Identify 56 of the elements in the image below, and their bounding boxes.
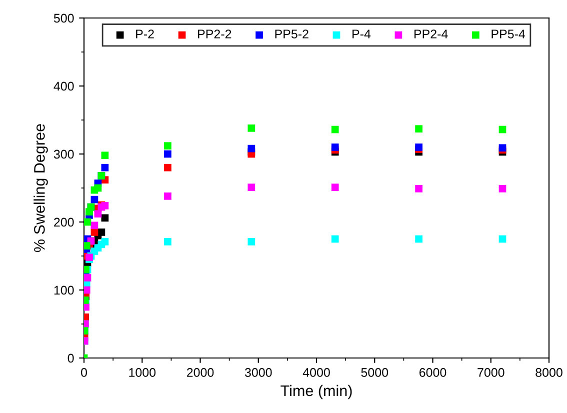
y-axis-title: % Swelling Degree [34,124,48,252]
point [98,228,106,236]
point [94,210,102,218]
point [498,185,506,192]
point [331,144,339,151]
point [101,202,109,210]
y-tick-label: 200 [54,218,74,227]
point [101,238,109,246]
x-tick-label: 2000 [186,368,214,377]
x-tick-label: 3000 [244,368,272,377]
y-tick-label: 0 [68,354,74,363]
x-tick-label: 8000 [536,368,562,377]
point [94,184,102,192]
point [415,185,422,192]
point [331,126,339,134]
y-tick-label: 300 [54,150,74,159]
point [331,235,339,243]
point [101,214,109,222]
point [248,144,256,152]
legend-label: P-4 [352,30,371,38]
point [415,235,422,243]
point [164,192,172,200]
x-tick-label: 7000 [478,368,504,377]
point [164,150,172,158]
point [331,184,339,191]
y-tick-label: 400 [54,82,74,91]
point [90,228,98,236]
point [90,222,98,230]
point [164,164,172,172]
y-tick-label: 100 [54,286,74,295]
point [415,125,422,133]
x-tick-label: 1000 [129,368,156,377]
x-tick-label: 6000 [419,368,446,377]
x-tick-label: 0 [81,368,87,377]
point [84,286,90,294]
x-axis-title: Time (min) [280,384,352,400]
point [90,196,98,204]
point [498,235,506,243]
legend-label: PP2-4 [414,30,448,38]
legend-label: PP5-2 [275,30,308,38]
point [164,142,172,150]
point [248,124,256,132]
x-tick-label: 5000 [361,368,388,377]
point [248,238,256,246]
point [101,152,109,160]
y-tick-label: 500 [54,14,74,23]
x-tick-label: 4000 [302,368,330,377]
point [84,218,92,226]
point [84,242,90,250]
point [164,238,172,246]
legend-label: PP2-2 [198,30,232,38]
point [498,126,506,134]
legend-label: PP5-4 [492,30,526,38]
point [101,164,109,172]
point [248,184,256,191]
legend-label: P-2 [136,30,154,38]
